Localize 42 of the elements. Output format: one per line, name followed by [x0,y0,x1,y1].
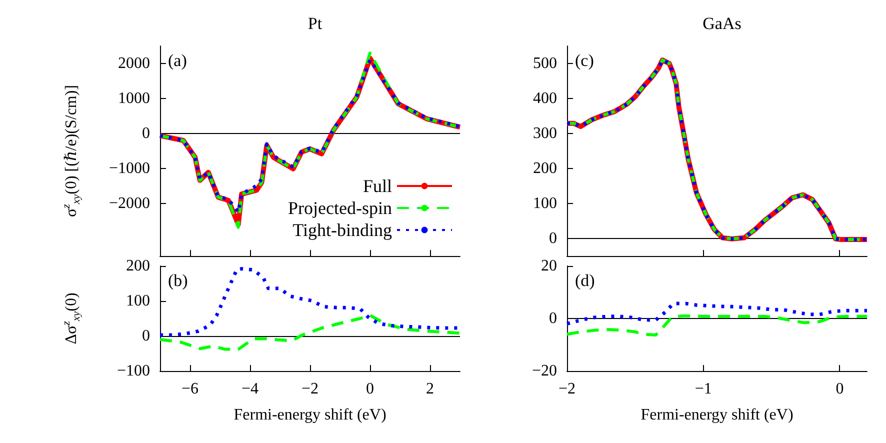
annotation: (a) [168,51,187,70]
x-tick-label: −6 [181,380,199,398]
x-axis-title: Fermi-energy shift (eV) [640,406,794,424]
legend-label: Tight-binding [292,220,392,240]
line-series [158,314,462,351]
y-tick-label: 400 [533,90,557,107]
y-tick-label: 200 [126,258,150,274]
x-tick-label: −4 [241,380,259,398]
x-tick-label: −2 [558,380,576,398]
y-tick-label: 300 [533,125,557,142]
y-tick-label: 100 [533,195,557,212]
y-axis-title: Δσzxy(0) [60,292,82,344]
y-tick-label: 200 [533,160,557,177]
x-axis-title: Fermi-energy shift (eV) [234,406,386,424]
line-series [566,314,868,337]
y-tick-label: 2000 [118,55,150,72]
y-tick-label: 0 [549,230,557,247]
y-tick-label: 1000 [118,90,150,107]
legend-label: Projected-spin [288,198,392,218]
x-tick-label: −2 [301,380,319,398]
annotation: (d) [575,271,595,290]
chart-title: GaAs [702,14,742,33]
annotation: (c) [575,51,594,70]
y-tick-label: 20 [541,258,557,274]
y-tick-label: 100 [126,292,150,310]
y-tick-label: 0 [142,328,150,344]
y-axis-title: σzxy(0) [(ℏ/e)(S/cm)] [60,84,82,218]
y-tick-label: 0 [549,310,557,327]
legend-label: Full [362,176,392,196]
y-tick-label: −20 [532,362,557,380]
y-tick-label: −2000 [108,195,150,212]
y-tick-label: 0 [142,125,150,142]
x-tick-label: 0 [836,380,844,398]
y-tick-label: −1000 [108,160,150,177]
line-series [565,302,869,326]
x-tick-label: −1 [694,380,712,398]
x-tick-label: 0 [366,380,374,398]
chart-title: Pt [308,14,322,33]
y-tick-label: 500 [533,55,557,72]
y-tick-label: −100 [116,362,150,380]
annotation: (b) [168,271,188,290]
x-tick-label: 2 [426,380,434,398]
